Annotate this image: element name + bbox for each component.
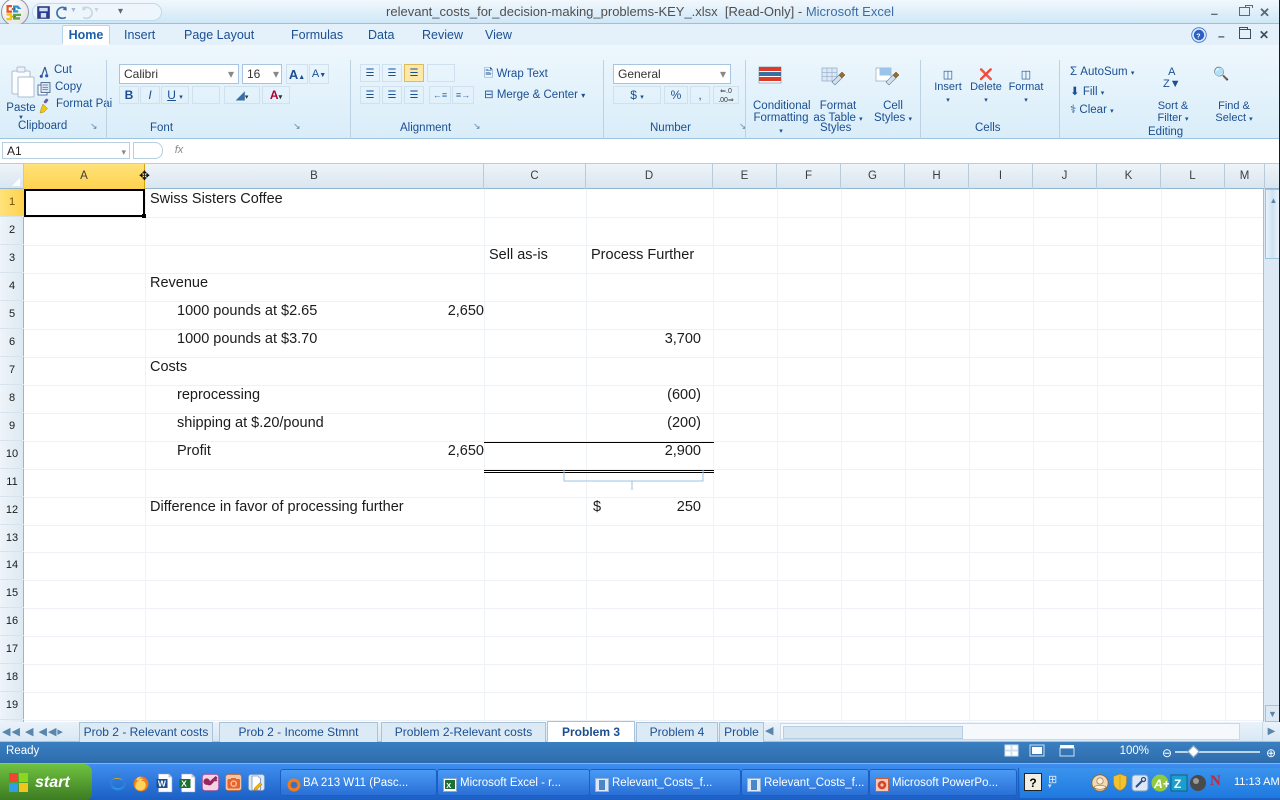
- svg-text:A+: A+: [1153, 777, 1169, 791]
- svg-text:W: W: [158, 778, 167, 788]
- svg-text:X: X: [181, 778, 187, 788]
- svg-text:Z: Z: [1174, 777, 1181, 791]
- svg-text:?: ?: [1196, 34, 1200, 41]
- svg-text:X: X: [446, 781, 451, 790]
